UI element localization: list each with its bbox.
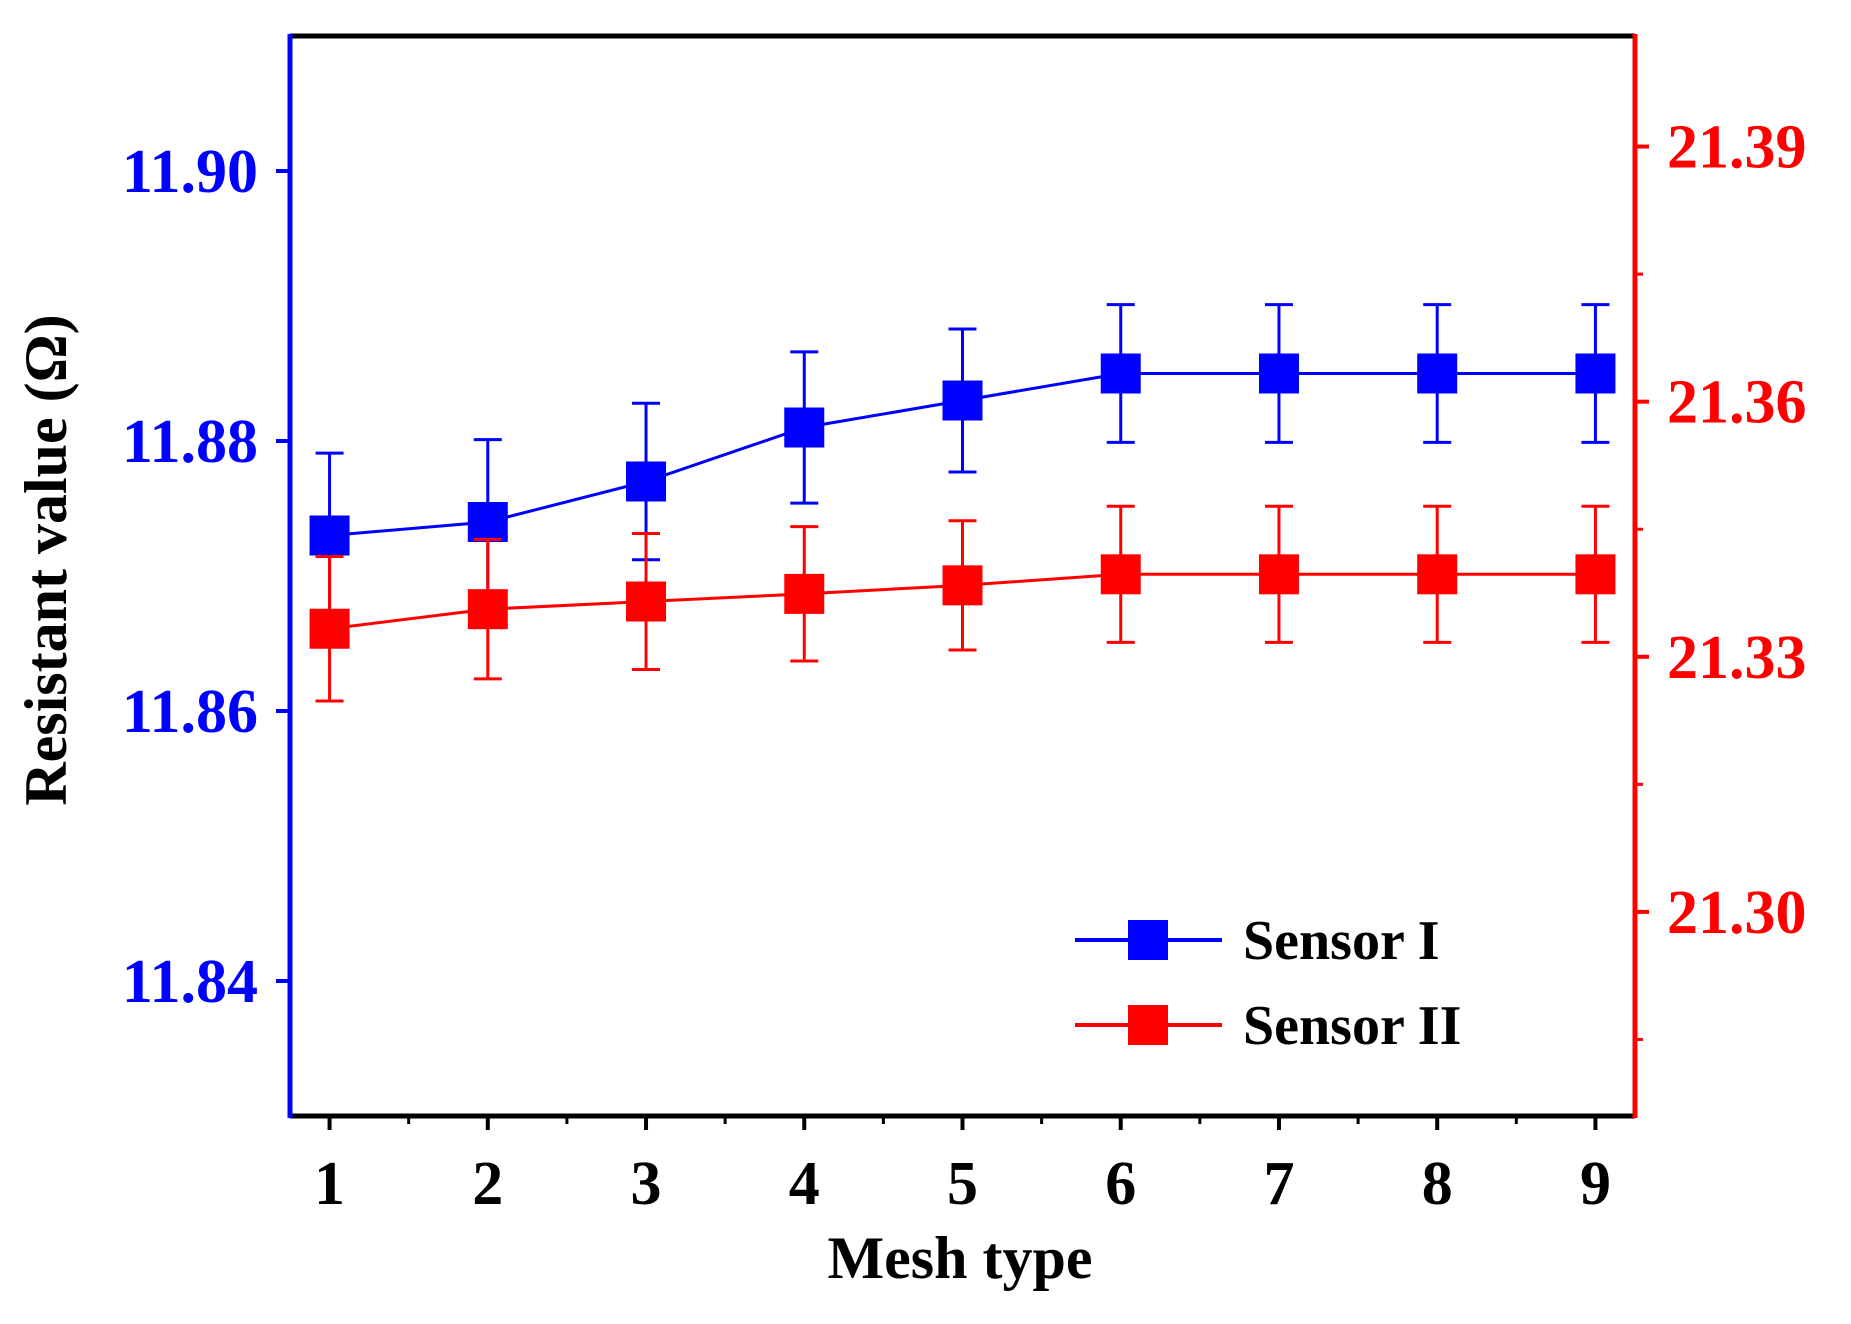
- legend-marker-sensor-ii: [1128, 1005, 1168, 1045]
- legend-label-sensor-i: Sensor I: [1243, 910, 1440, 972]
- data-point-sensor-i: [1575, 353, 1616, 394]
- axis-ticks: [276, 144, 1649, 1130]
- left-tick-label: 11.84: [122, 948, 258, 1016]
- series-sensor-ii: [309, 504, 1616, 703]
- x-tick-label: 4: [789, 1150, 820, 1218]
- x-tick-label: 1: [314, 1150, 345, 1218]
- data-point-sensor-ii: [626, 581, 667, 622]
- tick-labels: 11.84 11.86 11.88 11.90 21.30 21.33 21.36 21.39…: [122, 114, 1807, 1218]
- left-tick-label: 11.86: [122, 678, 258, 746]
- data-series: [309, 303, 1616, 703]
- data-point-sensor-i: [467, 502, 508, 542]
- right-tick-label: 21.36: [1667, 369, 1807, 437]
- data-point-sensor-i: [1100, 353, 1141, 394]
- x-axis-title: Mesh type: [828, 1225, 1093, 1291]
- data-point-sensor-i: [1258, 353, 1299, 394]
- x-tick-label: 8: [1422, 1150, 1453, 1218]
- legend-marker-sensor-i: [1128, 920, 1168, 960]
- x-tick-label: 2: [472, 1150, 503, 1218]
- x-tick-label: 9: [1580, 1150, 1611, 1218]
- data-point-sensor-ii: [942, 565, 983, 606]
- data-point-sensor-ii: [1575, 554, 1616, 595]
- data-point-sensor-i: [1417, 353, 1458, 394]
- data-point-sensor-i: [309, 515, 350, 556]
- x-tick-label: 7: [1263, 1150, 1294, 1218]
- y-axis-title: Resistant value (Ω): [13, 314, 79, 805]
- data-point-sensor-ii: [309, 608, 350, 649]
- data-point-sensor-i: [626, 461, 667, 502]
- data-point-sensor-ii: [467, 589, 508, 630]
- right-tick-label: 21.30: [1667, 879, 1807, 947]
- x-tick-label: 6: [1105, 1150, 1136, 1218]
- data-point-sensor-ii: [1258, 554, 1299, 595]
- legend: Sensor I Sensor II: [1075, 910, 1461, 1057]
- left-tick-label: 11.90: [122, 138, 258, 206]
- x-tick-label: 3: [631, 1150, 662, 1218]
- data-point-sensor-ii: [784, 573, 825, 614]
- data-point-sensor-ii: [1417, 554, 1458, 595]
- right-tick-label: 21.39: [1667, 114, 1807, 182]
- plot-frame: [287, 33, 1638, 1119]
- x-tick-label: 5: [947, 1150, 978, 1218]
- right-tick-label: 21.33: [1667, 624, 1807, 692]
- legend-label-sensor-ii: Sensor II: [1243, 995, 1461, 1057]
- left-tick-label: 11.88: [122, 408, 258, 476]
- data-point-sensor-i: [942, 380, 983, 421]
- data-point-sensor-i: [784, 407, 825, 448]
- data-point-sensor-ii: [1100, 554, 1141, 595]
